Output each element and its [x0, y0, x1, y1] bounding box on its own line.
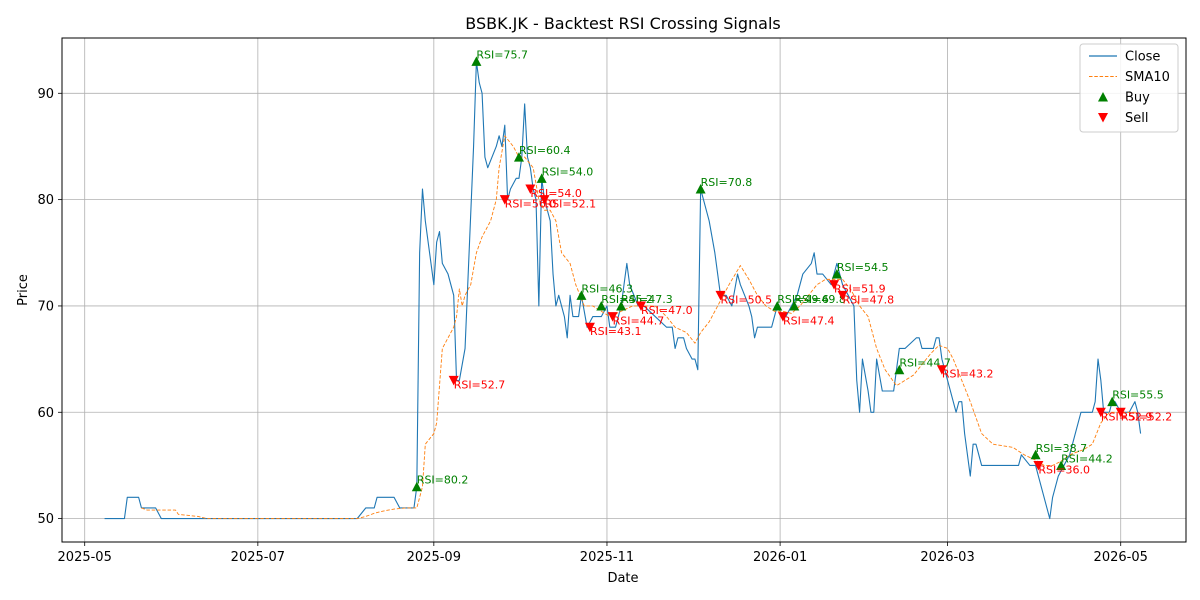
- buy-annotation: RSI=49.8: [794, 293, 846, 306]
- buy-marker: [1107, 396, 1118, 407]
- sell-annotation: RSI=36.0: [1038, 463, 1090, 476]
- sell-annotation: RSI=52.9: [1101, 410, 1153, 423]
- legend-label: Buy: [1125, 91, 1150, 106]
- x-tick-label: 2026-01: [753, 550, 807, 565]
- sell-marker: [1115, 407, 1126, 418]
- buy-annotation: RSI=54.0: [542, 165, 594, 178]
- series-layer: [104, 60, 1142, 520]
- buy-annotation: RSI=70.8: [701, 176, 753, 189]
- sell-marker: [837, 290, 848, 301]
- sell-marker: [829, 280, 840, 290]
- legend-swatch-buy: [1098, 92, 1108, 102]
- sma10-line: [141, 135, 1138, 520]
- buy-annotation: RSI=46.3: [581, 282, 633, 295]
- buy-marker: [894, 364, 905, 375]
- legend-label: Close: [1125, 50, 1160, 65]
- sell-marker: [607, 312, 618, 322]
- buy-annotation: RSI=75.7: [476, 48, 528, 61]
- buy-annotation: RSI=60.4: [519, 144, 571, 157]
- buy-marker: [695, 183, 706, 194]
- legend-swatch-sell: [1098, 113, 1108, 123]
- legend: Close SMA10 Buy Sell: [1079, 43, 1179, 133]
- sell-marker: [499, 195, 510, 205]
- x-axis-title: Date: [607, 571, 638, 586]
- buy-annotation: RSI=80.2: [417, 474, 469, 487]
- sell-marker: [936, 365, 947, 375]
- buy-marker: [1030, 449, 1041, 460]
- sell-annotation: RSI=44.7: [613, 315, 665, 328]
- buy-marker: [789, 300, 800, 311]
- sell-marker: [525, 184, 536, 194]
- legend-label: Sell: [1125, 111, 1148, 126]
- y-tick-label: 60: [37, 406, 54, 421]
- y-axis-title: Price: [16, 274, 31, 306]
- x-tick-label: 2025-05: [58, 550, 112, 565]
- grid-lines: [62, 38, 1186, 542]
- sell-annotation: RSI=52.7: [454, 378, 506, 391]
- buy-annotation: RSI=38.7: [1036, 442, 1088, 455]
- y-tick-label: 70: [37, 299, 54, 314]
- sell-marker: [715, 290, 726, 301]
- legend-box: [1079, 43, 1179, 133]
- sell-marker: [584, 322, 595, 333]
- buy-marker: [576, 290, 587, 300]
- buy-marker: [513, 152, 524, 162]
- x-tick-label: 2026-03: [920, 550, 974, 565]
- buy-marker: [471, 56, 482, 66]
- sell-annotation: RSI=50.5: [721, 293, 773, 306]
- plot-frame: [61, 37, 1187, 543]
- buy-marker: [616, 300, 627, 311]
- x-tick-label: 2025-11: [580, 550, 634, 565]
- buy-marker: [831, 269, 842, 279]
- sell-annotation: RSI=51.9: [834, 283, 886, 296]
- buy-annotation: RSI=49.6: [777, 293, 829, 306]
- x-tick-label: 2025-09: [407, 550, 461, 565]
- buy-marker: [596, 300, 607, 311]
- y-tick-label: 50: [37, 512, 54, 527]
- x-axis: 2025-05 2025-07 2025-09 2025-11 2026-01 2026-…: [58, 542, 1148, 565]
- close-line: [104, 60, 1142, 520]
- sell-marker: [448, 375, 459, 386]
- legend-label: SMA10: [1125, 70, 1170, 85]
- sell-annotation: RSI=47.0: [641, 304, 693, 317]
- buy-marker: [536, 173, 547, 183]
- signals-layer: RSI=80.2 RSI=75.7 RSI=60.4 RSI=54.0 RSI=46.3…: [411, 48, 1173, 492]
- buy-annotation: RSI=47.3: [621, 293, 673, 306]
- sell-annotation: RSI=52.2: [1121, 410, 1173, 423]
- sell-annotation: RSI=47.4: [783, 315, 835, 328]
- y-tick-label: 80: [37, 193, 54, 208]
- y-tick-label: 90: [37, 87, 54, 102]
- sell-marker: [777, 312, 788, 322]
- buy-marker: [1056, 460, 1067, 470]
- sell-annotation: RSI=43.1: [590, 325, 642, 338]
- sell-annotation: RSI=47.8: [843, 293, 895, 306]
- sell-marker: [636, 301, 647, 311]
- sell-annotation: RSI=43.2: [942, 368, 994, 381]
- buy-marker: [772, 300, 783, 311]
- sell-marker: [1033, 460, 1044, 471]
- sell-marker: [539, 195, 550, 205]
- y-axis: 50 60 70 80 90: [37, 87, 62, 527]
- buy-marker: [411, 481, 422, 492]
- x-tick-label: 2025-07: [231, 550, 285, 565]
- x-tick-label: 2026-05: [1094, 550, 1148, 565]
- buy-annotation: RSI=55.5: [1112, 389, 1164, 402]
- buy-annotation: RSI=44.2: [1061, 452, 1113, 465]
- chart-title: BSBK.JK - Backtest RSI Crossing Signals: [465, 14, 780, 33]
- sell-annotation: RSI=52.1: [545, 198, 597, 211]
- buy-annotation: RSI=54.5: [837, 261, 889, 274]
- sell-marker: [1095, 407, 1106, 418]
